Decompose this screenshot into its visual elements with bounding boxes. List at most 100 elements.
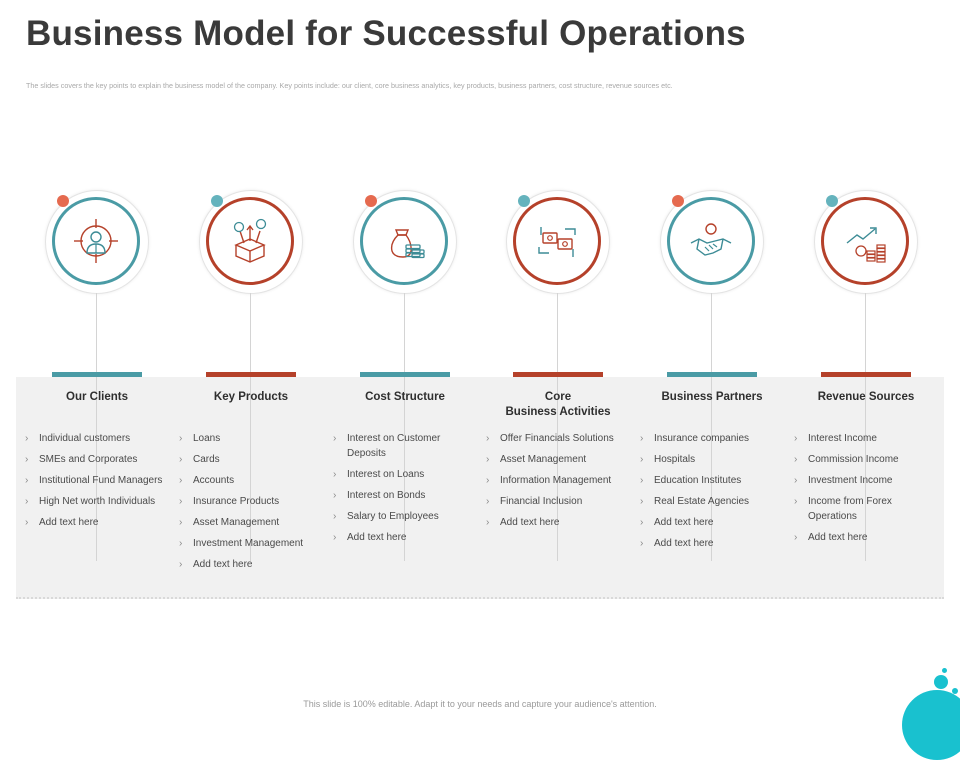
accent-dot: [57, 195, 69, 207]
icon-ring: [360, 197, 448, 285]
list-item: Add text here: [25, 516, 169, 531]
list-item: Investment Management: [179, 537, 323, 552]
item-list: Interest Income Commission Income Invest…: [794, 432, 938, 545]
column-title: Core Business Activities: [486, 390, 630, 422]
column-title-line: Business Activities: [505, 406, 611, 418]
list-item: Add text here: [333, 531, 477, 546]
icon-ring: [821, 197, 909, 285]
decorative-circle: [942, 668, 947, 673]
list-item: Offer Financials Solutions: [486, 432, 630, 447]
column-title-line: Business Partners: [661, 391, 763, 403]
content-panel: [16, 377, 944, 599]
list-item: Hospitals: [640, 453, 784, 468]
list-item: Interest on Customer Deposits: [333, 432, 477, 461]
slide-subtitle: The slides covers the key points to expl…: [26, 81, 673, 90]
item-list: Interest on Customer Deposits Interest o…: [333, 432, 477, 545]
list-item: Interest Income: [794, 432, 938, 447]
connector-line: [865, 293, 866, 561]
target-person-icon: [74, 219, 118, 263]
column-title: Our Clients: [25, 390, 169, 422]
list-item: Income from Forex Operations: [794, 495, 938, 524]
column-bar: [667, 372, 757, 377]
accent-dot: [518, 195, 530, 207]
list-item: Insurance Products: [179, 495, 323, 510]
column-bar: [52, 372, 142, 377]
column-title-line: Revenue Sources: [817, 391, 915, 403]
handshake-icon: [690, 223, 732, 256]
slide-footer: This slide is 100% editable. Adapt it to…: [303, 699, 657, 709]
list-item: Asset Management: [179, 516, 323, 531]
column-bar: [513, 372, 603, 377]
column-title: Cost Structure: [333, 390, 477, 422]
accent-dot: [211, 195, 223, 207]
decorative-circle: [952, 688, 958, 694]
column-cost-structure: Cost Structure Interest on Customer Depo…: [333, 390, 477, 552]
list-item: Add text here: [794, 531, 938, 546]
column-header-revenue-sources: [814, 190, 920, 561]
list-item: High Net worth Individuals: [25, 495, 169, 510]
connector-line: [404, 293, 405, 561]
list-item: Education Institutes: [640, 474, 784, 489]
list-item: Interest on Bonds: [333, 489, 477, 504]
column-core-business-activities: Core Business Activities Offer Financial…: [486, 390, 630, 537]
list-item: Add text here: [640, 516, 784, 531]
icon-ring: [667, 197, 755, 285]
list-item: Investment Income: [794, 474, 938, 489]
column-title-line: Our Clients: [66, 391, 128, 403]
accent-dot: [672, 195, 684, 207]
column-title-line: Core: [544, 391, 572, 403]
item-list: Loans Cards Accounts Insurance Products …: [179, 432, 323, 573]
column-title: Key Products: [179, 390, 323, 422]
list-item: Information Management: [486, 474, 630, 489]
column-header-our-clients: [45, 190, 151, 561]
connector-line: [96, 293, 97, 561]
icon-ring: [52, 197, 140, 285]
column-header-core-business-activities: [506, 190, 612, 561]
growth-coins-icon: [846, 227, 886, 263]
slide-title: Business Model for Successful Operations: [26, 14, 746, 53]
decorative-circle: [934, 675, 948, 689]
column-key-products: Key Products Loans Cards Accounts Insura…: [179, 390, 323, 579]
column-header-key-products: [199, 190, 305, 561]
column-business-partners: Business Partners Insurance companies Ho…: [640, 390, 784, 558]
list-item: Financial Inclusion: [486, 495, 630, 510]
list-item: Asset Management: [486, 453, 630, 468]
list-item: Accounts: [179, 474, 323, 489]
list-item: Insurance companies: [640, 432, 784, 447]
column-header-business-partners: [660, 190, 766, 561]
list-item: Interest on Loans: [333, 468, 477, 483]
product-box-icon: [233, 218, 267, 263]
list-item: Loans: [179, 432, 323, 447]
column-revenue-sources: Revenue Sources Interest Income Commissi…: [794, 390, 938, 552]
accent-dot: [826, 195, 838, 207]
column-title-line: Cost Structure: [365, 391, 445, 403]
connector-line: [711, 293, 712, 561]
list-item: Add text here: [486, 516, 630, 531]
list-item: Salary to Employees: [333, 510, 477, 525]
item-list: Individual customers SMEs and Corporates…: [25, 432, 169, 531]
list-item: Cards: [179, 453, 323, 468]
column-title: Revenue Sources: [794, 390, 938, 422]
money-exchange-icon: [538, 227, 576, 257]
item-list: Offer Financials Solutions Asset Managem…: [486, 432, 630, 531]
list-item: Institutional Fund Managers: [25, 474, 169, 489]
list-item: Individual customers: [25, 432, 169, 447]
column-header-cost-structure: [353, 190, 459, 561]
list-item: Add text here: [640, 537, 784, 552]
decorative-circle: [902, 690, 960, 760]
list-item: SMEs and Corporates: [25, 453, 169, 468]
item-list: Insurance companies Hospitals Education …: [640, 432, 784, 552]
column-our-clients: Our Clients Individual customers SMEs an…: [25, 390, 169, 537]
column-title: Business Partners: [640, 390, 784, 422]
column-title-line: Key Products: [213, 391, 289, 403]
list-item: Commission Income: [794, 453, 938, 468]
column-bar: [360, 372, 450, 377]
connector-line: [557, 293, 558, 561]
column-bar: [821, 372, 911, 377]
money-bag-coins-icon: [390, 229, 425, 259]
column-bar: [206, 372, 296, 377]
accent-dot: [365, 195, 377, 207]
list-item: Real Estate Agencies: [640, 495, 784, 510]
connector-line: [250, 293, 251, 561]
list-item: Add text here: [179, 558, 323, 573]
